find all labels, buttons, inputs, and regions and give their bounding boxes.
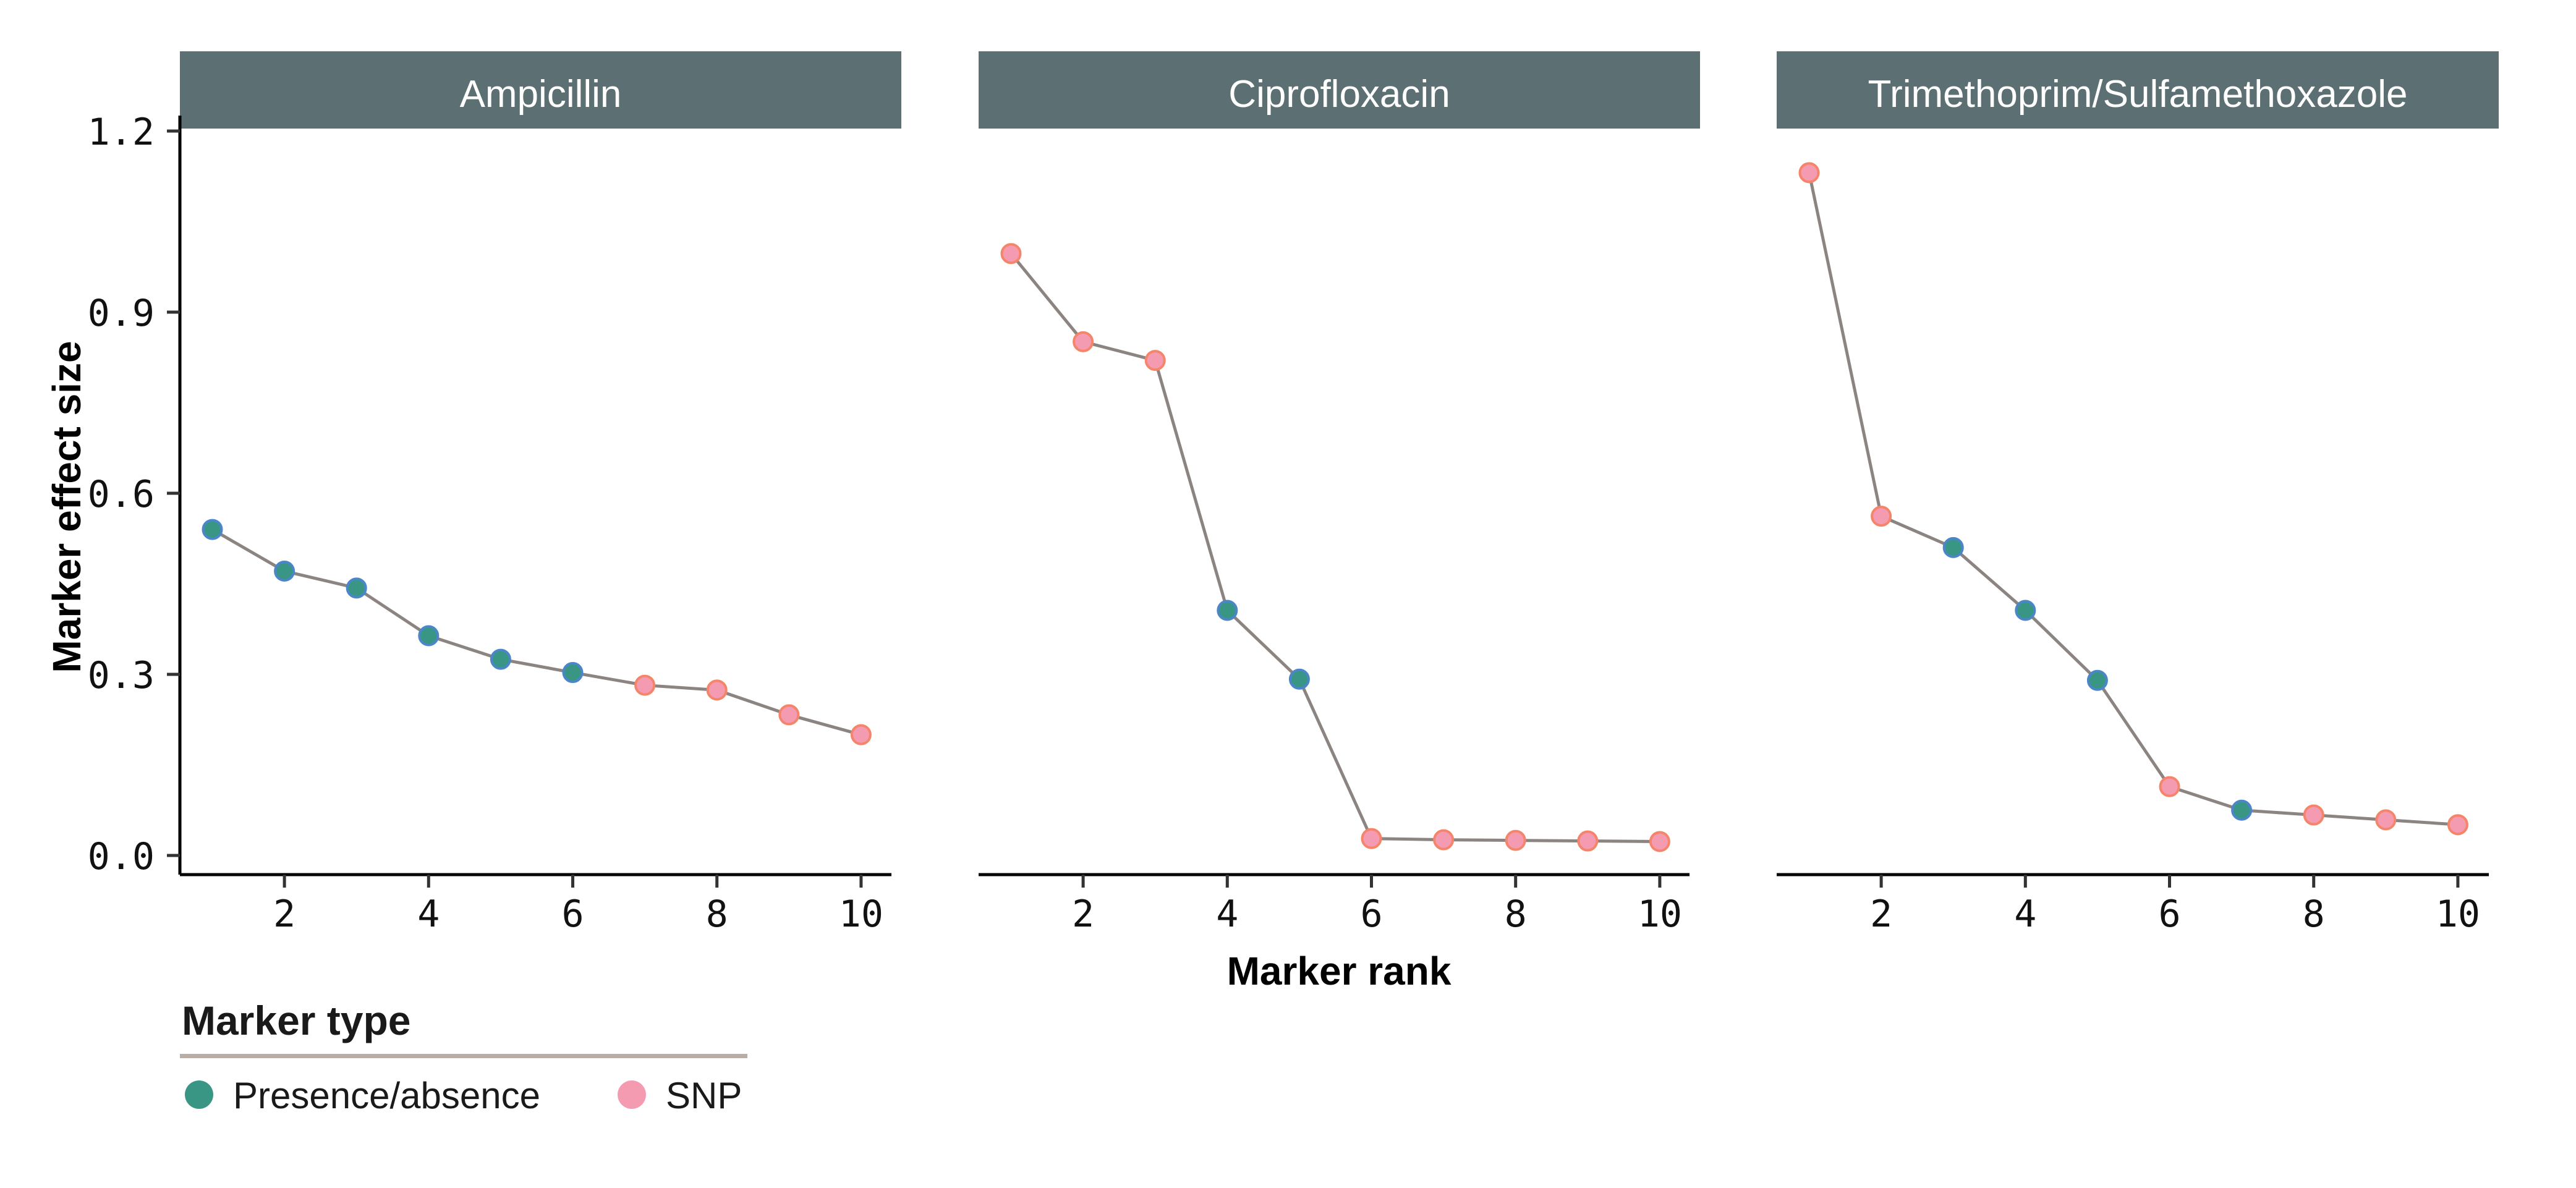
- x-tick-label: 8: [1505, 893, 1527, 936]
- x-tick-label: 4: [2014, 893, 2036, 936]
- snp-point[interactable]: [1433, 829, 1455, 851]
- x-tick-label: 6: [2158, 893, 2180, 936]
- presence-absence-point[interactable]: [346, 577, 367, 599]
- x-axis-panel-3: 2 4 6 8 10: [1777, 873, 2489, 936]
- legend-item-presence-absence[interactable]: Presence/absence: [185, 1075, 540, 1116]
- snp-point[interactable]: [706, 679, 728, 701]
- panel-strip-ciprofloxacin: Ciprofloxacin: [979, 51, 1700, 129]
- snp-point[interactable]: [778, 704, 800, 726]
- x-tick-label: 2: [273, 893, 295, 936]
- snp-point[interactable]: [634, 674, 656, 696]
- presence-absence-swatch-icon: [185, 1080, 213, 1109]
- snp-point[interactable]: [1144, 350, 1166, 371]
- legend: Marker type Presence/absence SNP: [180, 998, 747, 1116]
- legend-label: Presence/absence: [233, 1075, 540, 1116]
- x-tick-label: 4: [1216, 893, 1238, 936]
- presence-absence-point[interactable]: [1942, 537, 1964, 558]
- snp-point[interactable]: [1798, 162, 1820, 184]
- series-ciprofloxacin: [1000, 243, 1670, 852]
- series-ampicillin: [202, 519, 872, 745]
- presence-absence-point[interactable]: [2086, 669, 2108, 691]
- trend-line: [1010, 252, 1660, 844]
- legend-title: Marker type: [182, 998, 411, 1043]
- x-axis-title: Marker rank: [1227, 949, 1452, 993]
- y-tick-label: 0.0: [88, 835, 155, 878]
- snp-swatch-icon: [618, 1080, 646, 1109]
- presence-absence-point[interactable]: [1217, 600, 1238, 621]
- series-trimethoprim-sulfamethoxazole: [1798, 162, 2468, 836]
- snp-point[interactable]: [2303, 804, 2324, 826]
- presence-absence-point[interactable]: [490, 648, 511, 670]
- snp-point[interactable]: [1073, 331, 1094, 352]
- legend-divider: [180, 1054, 747, 1058]
- panel-title: Ciprofloxacin: [1228, 73, 1450, 116]
- x-axis-panel-2: 2 4 6 8 10: [979, 873, 1690, 936]
- presence-absence-point[interactable]: [202, 519, 223, 540]
- presence-absence-point[interactable]: [274, 560, 295, 582]
- x-tick-label: 10: [2436, 893, 2480, 936]
- y-tick-label: 0.6: [88, 473, 155, 516]
- presence-absence-point[interactable]: [2015, 600, 2036, 621]
- x-axes: 2 4 6 8 10 2 4 6 8 10 2 4 6 8 10: [180, 873, 2489, 936]
- y-axis-title: Marker effect size: [45, 341, 89, 672]
- snp-point[interactable]: [1000, 243, 1022, 265]
- data-series: [202, 162, 2468, 852]
- x-tick-label: 4: [417, 893, 440, 936]
- snp-point[interactable]: [1649, 831, 1670, 852]
- x-tick-label: 2: [1072, 893, 1094, 936]
- trend-line: [211, 528, 862, 737]
- x-tick-label: 6: [561, 893, 584, 936]
- strip-background: [979, 51, 1700, 129]
- y-tick-label: 0.3: [88, 654, 155, 697]
- snp-point[interactable]: [2447, 814, 2468, 836]
- snp-point[interactable]: [1871, 506, 1892, 527]
- y-tick-label: 0.9: [88, 292, 155, 335]
- snp-point[interactable]: [2375, 809, 2397, 831]
- snp-point[interactable]: [1577, 830, 1599, 852]
- panel-title: Ampicillin: [460, 73, 622, 116]
- panel-title: Trimethoprim/Sulfamethoxazole: [1868, 73, 2408, 116]
- x-tick-label: 10: [839, 893, 883, 936]
- snp-point[interactable]: [1361, 828, 1382, 849]
- presence-absence-point[interactable]: [562, 662, 584, 684]
- panel-strip-ampicillin: Ampicillin: [180, 51, 901, 129]
- x-tick-label: 8: [706, 893, 728, 936]
- snp-point[interactable]: [1505, 829, 1526, 851]
- snp-point[interactable]: [2159, 776, 2180, 797]
- legend-item-snp[interactable]: SNP: [618, 1075, 742, 1116]
- strip-background: [180, 51, 901, 129]
- x-axis-panel-1: 2 4 6 8 10: [180, 873, 891, 936]
- x-tick-label: 2: [1870, 893, 1892, 936]
- y-axis: 0.0 0.3 0.6 0.9 1.2: [88, 111, 182, 878]
- x-tick-label: 10: [1638, 893, 1682, 936]
- presence-absence-point[interactable]: [418, 625, 440, 647]
- strip-background: [1777, 51, 2499, 129]
- legend-label: SNP: [666, 1075, 742, 1116]
- presence-absence-point[interactable]: [2231, 799, 2253, 821]
- presence-absence-point[interactable]: [1288, 668, 1310, 690]
- panel-strip-trimethoprim-sulfamethoxazole: Trimethoprim/Sulfamethoxazole: [1777, 51, 2499, 129]
- y-tick-label: 1.2: [88, 111, 155, 154]
- x-tick-label: 6: [1360, 893, 1382, 936]
- trend-line: [1808, 172, 2459, 826]
- x-tick-label: 8: [2303, 893, 2325, 936]
- snp-point[interactable]: [850, 724, 872, 745]
